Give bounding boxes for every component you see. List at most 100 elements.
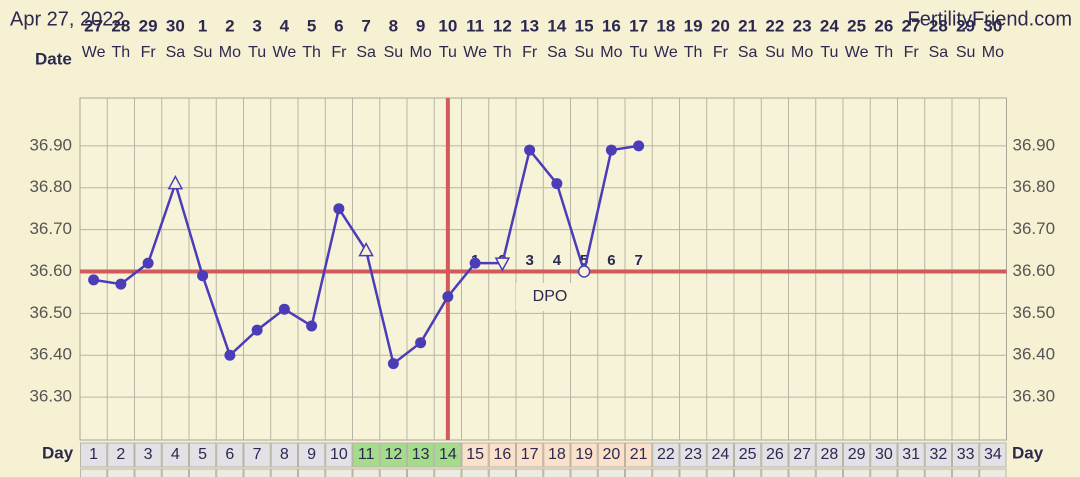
next-row-cell	[243, 468, 271, 477]
day-cell	[379, 442, 407, 468]
weekday: Tu	[439, 44, 457, 61]
date-number: 16	[602, 16, 621, 35]
day-cell	[80, 442, 108, 468]
day-number: 19	[575, 446, 593, 463]
day-number: 13	[412, 446, 430, 463]
weekday: Sa	[356, 44, 376, 61]
day-number: 33	[957, 446, 975, 463]
weekday: Mo	[982, 44, 1004, 61]
marker	[524, 144, 536, 156]
weekday: Su	[574, 44, 594, 61]
next-row-cell	[216, 468, 244, 477]
next-row-cell	[897, 468, 925, 477]
day-number: 1	[89, 446, 98, 463]
date-number: 26	[874, 16, 893, 35]
dpo-box	[516, 283, 574, 311]
day-number: 20	[602, 446, 620, 463]
next-row-cell	[134, 468, 162, 477]
date-number: 6	[334, 16, 343, 35]
next-row-cell	[516, 468, 544, 477]
day-cell	[679, 442, 707, 468]
site-name: FertilityFriend.com	[908, 8, 1072, 30]
day-cell	[434, 442, 462, 468]
day-number: 29	[848, 446, 866, 463]
day-number: 10	[330, 446, 348, 463]
next-row-cell	[952, 468, 980, 477]
day-number: 6	[225, 446, 234, 463]
day-number: 25	[739, 446, 757, 463]
day-cell	[461, 442, 489, 468]
next-row-cell	[597, 468, 625, 477]
date-number: 18	[656, 16, 675, 35]
dpo-number: 7	[634, 252, 642, 269]
next-row-cell	[461, 468, 489, 477]
day-cell	[706, 442, 734, 468]
day-number: 18	[548, 446, 566, 463]
y-tick-label: 36.60	[29, 261, 72, 280]
day-label-right: Day	[1012, 443, 1044, 462]
weekday: Tu	[820, 44, 838, 61]
day-number: 34	[984, 446, 1002, 463]
weekday: Th	[875, 44, 894, 61]
next-row-cell	[924, 468, 952, 477]
weekday: We	[273, 44, 297, 61]
marker	[333, 203, 345, 215]
day-cell	[761, 442, 789, 468]
date-number: 29	[956, 16, 975, 35]
marker-triangle	[167, 174, 184, 190]
next-row-cell	[407, 468, 435, 477]
date-number: 28	[929, 16, 948, 35]
day-cell	[815, 442, 843, 468]
day-cell	[134, 442, 162, 468]
day-cell	[897, 442, 925, 468]
day-number: 9	[307, 446, 316, 463]
day-cell	[843, 442, 871, 468]
date-number: 28	[111, 16, 130, 35]
day-number: 15	[466, 446, 484, 463]
day-cell	[107, 442, 135, 468]
day-cell	[488, 442, 516, 468]
weekday: Fr	[904, 44, 920, 61]
date-number: 12	[493, 16, 512, 35]
day-cell	[597, 442, 625, 468]
day-number: 14	[439, 446, 457, 463]
weekday: Tu	[630, 44, 648, 61]
next-row-cell	[815, 468, 843, 477]
weekday: We	[82, 44, 106, 61]
weekday: Sa	[929, 44, 949, 61]
next-row-cell	[80, 468, 108, 477]
day-cell	[298, 442, 326, 468]
date-number: 13	[520, 16, 539, 35]
date-number: 21	[738, 16, 757, 35]
y-tick-label: 36.30	[29, 387, 72, 406]
date-number: 30	[166, 16, 185, 35]
weekday: Fr	[713, 44, 729, 61]
date-number: 10	[438, 16, 457, 35]
weekday: We	[654, 44, 678, 61]
day-number: 28	[820, 446, 838, 463]
day-cell	[952, 442, 980, 468]
day-number: 22	[657, 446, 675, 463]
marker	[415, 337, 427, 349]
date-number: 1	[198, 16, 207, 35]
weekday: Sa	[738, 44, 758, 61]
day-number: 4	[171, 446, 180, 463]
day-number: 21	[630, 446, 648, 463]
next-row-cell	[788, 468, 816, 477]
day-cell	[924, 442, 952, 468]
day-number: 27	[793, 446, 811, 463]
next-row-cell	[734, 468, 762, 477]
dpo-number: 4	[553, 252, 562, 269]
day-cell	[352, 442, 380, 468]
day-cell	[243, 442, 271, 468]
day-number: 30	[875, 446, 893, 463]
day-number: 12	[384, 446, 402, 463]
weekday: Mo	[410, 44, 432, 61]
next-row-cell	[161, 468, 189, 477]
weekday: Fr	[522, 44, 538, 61]
marker	[142, 257, 154, 269]
date-number: 8	[389, 16, 398, 35]
day-number: 5	[198, 446, 207, 463]
date-number: 22	[765, 16, 784, 35]
date-number: 4	[280, 16, 290, 35]
